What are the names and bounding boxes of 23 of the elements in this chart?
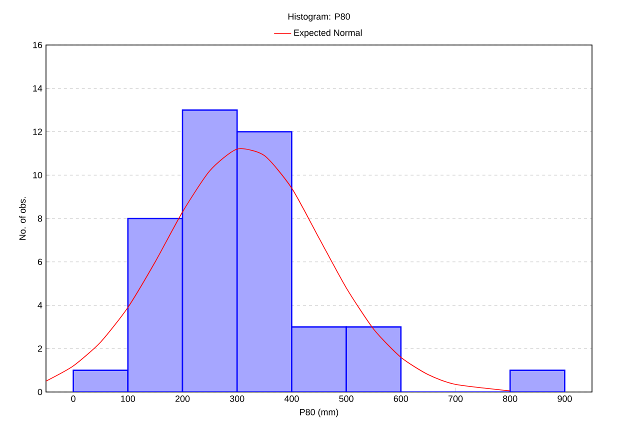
y-tick-label: 16	[33, 42, 42, 48]
x-tick-label: 100	[121, 396, 136, 402]
y-tick-label: 8	[38, 215, 42, 222]
x-axis-title: P80 (mm)	[300, 408, 338, 418]
x-tick-label: 800	[503, 396, 518, 402]
y-tick-label: 14	[33, 85, 42, 92]
x-tick-label: 300	[230, 396, 244, 402]
y-tick-label: 12	[33, 128, 42, 135]
y-tick-label: 4	[38, 302, 42, 308]
x-tick-label: 500	[339, 396, 354, 402]
x-tick-label: 600	[394, 396, 408, 402]
y-tick-label: 10	[33, 172, 42, 178]
y-axis-title: No. of obs.	[19, 197, 26, 240]
x-tick-label: 900	[558, 396, 572, 402]
y-tick-label: 0	[38, 388, 42, 396]
y-tick-label: 6	[38, 258, 42, 266]
chart-title: Histogram: P80	[288, 13, 350, 22]
x-tick-label: 400	[284, 396, 299, 402]
x-tick-label: 700	[448, 396, 463, 402]
y-tick-label: 2	[38, 345, 42, 352]
x-tick-label: 200	[175, 396, 190, 402]
x-tick-label: 0	[71, 396, 76, 402]
legend-label: Expected Normal	[294, 29, 362, 38]
